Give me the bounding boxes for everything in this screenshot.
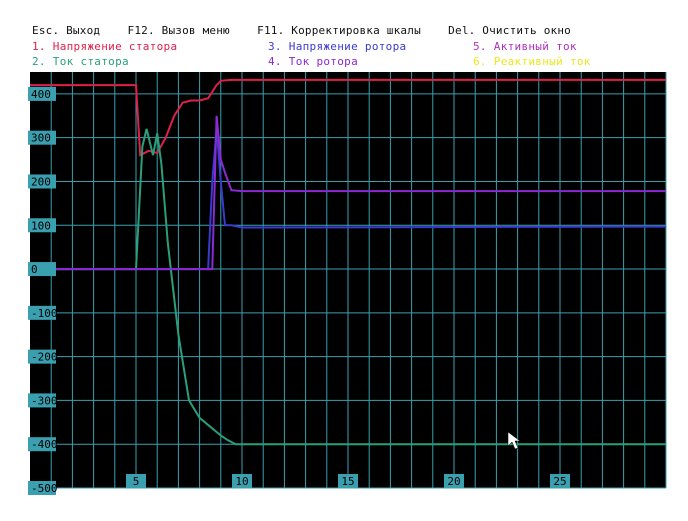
y-tick-label: -500 [31,482,58,495]
series-line-1 [30,78,666,157]
y-tick-label-bg [28,305,56,320]
series-line-2 [30,128,666,446]
legend-item-stator-current: 2. Ток статора [32,55,129,68]
y-tick-label: 200 [31,175,51,188]
y-tick-label-bg [28,393,56,408]
x-tick-label-bg [444,474,464,488]
x-tick-label-bg [126,474,146,488]
x-tick-label-bg [232,474,252,488]
y-tick-label: -100 [31,307,58,320]
y-tick-label: -400 [31,438,58,451]
y-tick-label-bg [28,174,56,189]
y-tick-label-bg [28,262,56,277]
x-tick-label: 5 [133,475,140,488]
y-tick-label-bg [28,349,56,364]
y-tick-label-bg [28,86,56,101]
x-tick-label-bg [550,474,570,488]
x-tick-label: 10 [235,475,248,488]
y-tick-label: 100 [31,219,51,232]
y-tick-label-bg [28,437,56,452]
x-tick-label: 25 [553,475,566,488]
x-tick-label-bg [338,474,358,488]
y-tick-label: 0 [31,263,38,276]
y-tick-label-bg [28,218,56,233]
legend-item-reactive-current: 6. Реактивный ток [473,55,591,68]
legend-item-rotor-voltage: 3. Напряжение ротора [268,40,407,53]
hotkeys-bar: Esc. Выход F12. Вызов меню F11. Корректи… [32,24,571,37]
mouse-cursor-icon [507,431,521,450]
y-tick-label: -200 [31,351,58,364]
legend-item-active-current: 5. Активный ток [473,40,577,53]
x-tick-label: 15 [341,475,354,488]
y-tick-label-bg [28,481,56,495]
legend-item-rotor-current: 4. Ток ротора [268,55,358,68]
series-line-4 [30,115,666,271]
y-tick-label: 400 [31,88,51,101]
y-tick-label-bg [28,130,56,145]
legend-item-stator-voltage: 1. Напряжение статора [32,40,178,53]
x-tick-label: 20 [447,475,460,488]
y-tick-label: 300 [31,132,51,145]
y-tick-label: -300 [31,394,58,407]
